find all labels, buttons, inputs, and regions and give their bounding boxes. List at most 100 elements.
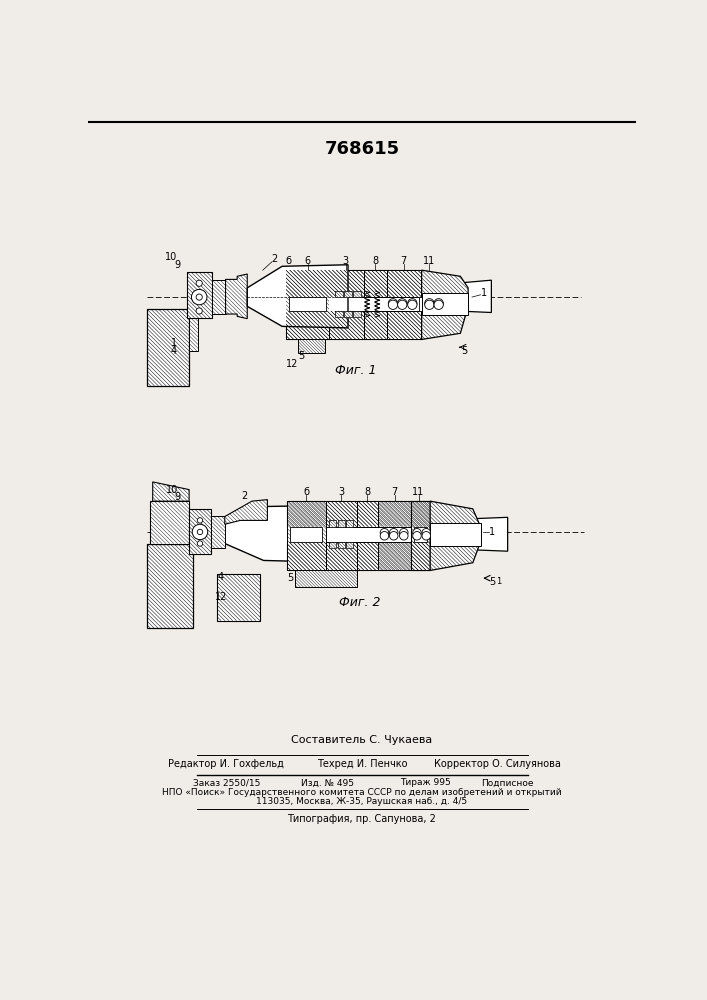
Bar (295, 570, 356, 587)
Text: 5: 5 (288, 573, 294, 583)
Polygon shape (226, 274, 247, 319)
Text: Изд. № 495: Изд. № 495 (300, 778, 354, 787)
Bar (146, 309, 189, 386)
Circle shape (380, 532, 389, 540)
Text: 4: 4 (170, 346, 177, 356)
Text: 3: 3 (343, 256, 349, 266)
Text: 3: 3 (338, 487, 344, 497)
Text: 5: 5 (489, 577, 496, 587)
Bar (286, 297, 421, 311)
Bar (287, 527, 430, 542)
Bar (387, 270, 421, 297)
Circle shape (397, 299, 407, 308)
Bar (344, 291, 352, 297)
Bar (211, 516, 225, 548)
Polygon shape (286, 311, 421, 339)
Text: Корректор О. Силуянова: Корректор О. Силуянова (434, 759, 561, 769)
Circle shape (197, 529, 203, 535)
Bar (356, 501, 378, 527)
Text: НПО «Поиск» Государственного комитета СССР по делам изобретений и открытий: НПО «Поиск» Государственного комитета СС… (162, 788, 562, 797)
Text: 11: 11 (412, 487, 425, 497)
Bar (289, 297, 325, 311)
Circle shape (413, 532, 421, 540)
Circle shape (380, 528, 389, 537)
Text: 10: 10 (165, 252, 177, 262)
Bar (217, 574, 259, 620)
Text: 1: 1 (496, 578, 501, 586)
Bar (325, 542, 356, 570)
Circle shape (196, 294, 202, 300)
Bar (290, 527, 322, 542)
Bar (211, 280, 226, 314)
Bar (329, 270, 363, 297)
Bar (378, 501, 411, 527)
Bar (414, 527, 427, 542)
Bar (325, 501, 356, 527)
Text: 10: 10 (166, 485, 178, 495)
Polygon shape (225, 500, 267, 524)
Text: Техред И. Пенчко: Техред И. Пенчко (317, 759, 407, 769)
Text: 9: 9 (175, 492, 180, 502)
Text: 1: 1 (489, 527, 495, 537)
Circle shape (399, 532, 408, 540)
Circle shape (390, 528, 398, 537)
Text: 9: 9 (175, 260, 180, 270)
Bar (419, 297, 425, 311)
Bar (346, 520, 354, 527)
Bar (363, 311, 387, 339)
Circle shape (408, 299, 417, 308)
Bar (151, 501, 189, 544)
Text: 4: 4 (218, 572, 224, 582)
Bar (338, 542, 345, 548)
Bar (346, 542, 354, 548)
Circle shape (397, 300, 407, 309)
Bar (329, 520, 337, 527)
Circle shape (422, 532, 431, 540)
Text: 2: 2 (241, 491, 247, 501)
Polygon shape (225, 505, 353, 563)
Bar (421, 293, 468, 315)
Bar (354, 311, 361, 317)
Circle shape (422, 528, 431, 537)
Circle shape (196, 308, 202, 314)
Text: 7: 7 (401, 256, 407, 266)
Text: 8: 8 (364, 487, 370, 497)
Text: Заказ 2550/15: Заказ 2550/15 (192, 778, 260, 787)
Polygon shape (153, 482, 189, 501)
Text: Типография, пр. Сапунова, 2: Типография, пр. Сапунова, 2 (288, 814, 436, 824)
Bar (286, 270, 329, 339)
Bar (387, 311, 421, 339)
Bar (287, 501, 325, 570)
Circle shape (425, 299, 434, 308)
Bar (189, 309, 199, 351)
Text: б: б (303, 487, 309, 497)
Circle shape (434, 299, 443, 308)
Circle shape (196, 280, 202, 286)
Bar (363, 270, 387, 297)
Text: Тираж 995: Тираж 995 (400, 778, 451, 787)
Text: Фиг. 2: Фиг. 2 (339, 596, 380, 609)
Bar (430, 523, 481, 546)
Text: Редактор И. Гохфельд: Редактор И. Гохфельд (168, 759, 284, 769)
Text: 12: 12 (286, 359, 298, 369)
Polygon shape (287, 501, 430, 527)
Bar (329, 311, 363, 339)
Polygon shape (247, 265, 348, 328)
Text: 2: 2 (271, 254, 278, 264)
Bar (187, 272, 211, 318)
Text: 5: 5 (298, 351, 305, 361)
Bar (329, 542, 337, 548)
Polygon shape (469, 517, 508, 551)
Text: 7: 7 (392, 487, 397, 497)
Circle shape (399, 528, 408, 537)
Circle shape (192, 524, 208, 540)
Circle shape (434, 300, 443, 309)
Bar (378, 542, 411, 570)
Text: 6: 6 (305, 256, 311, 266)
Text: 1: 1 (170, 338, 177, 348)
Circle shape (408, 300, 417, 309)
Circle shape (197, 518, 203, 523)
Text: Составитель С. Чукаева: Составитель С. Чукаева (291, 735, 433, 745)
Bar (146, 544, 193, 628)
Text: Подписное: Подписное (481, 778, 533, 787)
